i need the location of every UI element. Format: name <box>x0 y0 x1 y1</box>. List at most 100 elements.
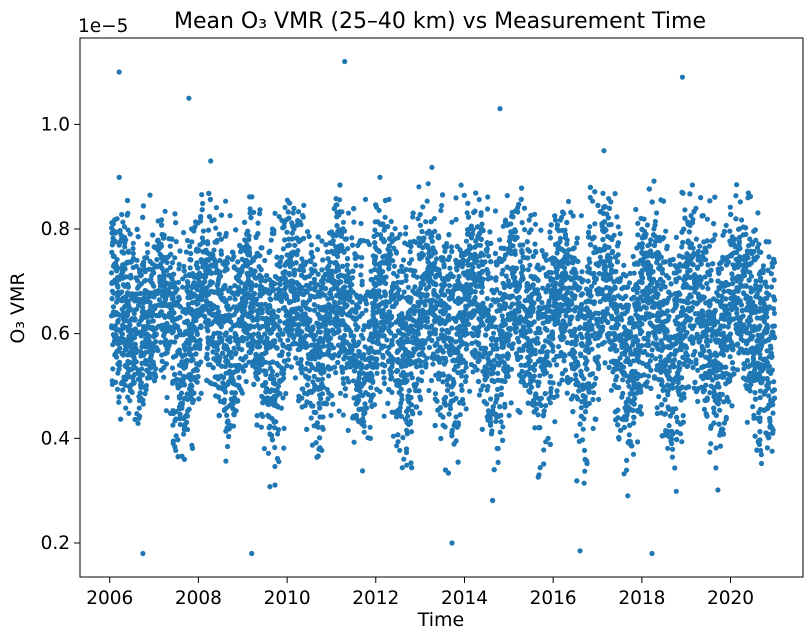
scatter-point <box>645 338 651 344</box>
scatter-point <box>654 210 660 216</box>
scatter-point <box>762 279 769 285</box>
scatter-point <box>319 391 325 397</box>
scatter-point <box>561 265 568 271</box>
scatter-point <box>537 373 543 379</box>
scatter-point <box>147 192 153 198</box>
scatter-point <box>715 487 721 493</box>
scatter-point <box>548 385 554 391</box>
scatter-point <box>358 220 364 227</box>
scatter-point <box>130 246 136 252</box>
scatter-point <box>539 300 545 306</box>
scatter-point <box>285 357 291 363</box>
scatter-point <box>284 229 290 235</box>
scatter-point <box>110 366 116 372</box>
scatter-point <box>403 277 409 284</box>
scatter-point <box>630 253 636 260</box>
scatter-point <box>204 351 210 357</box>
scatter-point <box>764 445 771 451</box>
scatter-point <box>205 362 211 368</box>
scatter-point <box>359 468 366 474</box>
scatter-point <box>228 327 234 333</box>
scatter-point <box>382 214 388 220</box>
scatter-point <box>737 199 743 205</box>
scatter-point <box>281 425 287 431</box>
scatter-point <box>568 209 574 215</box>
scatter-point <box>617 231 623 237</box>
scatter-point <box>541 447 547 453</box>
scatter-point <box>540 285 546 291</box>
scatter-point <box>707 390 713 396</box>
scatter-point <box>393 250 400 256</box>
scatter-point <box>397 231 403 237</box>
scatter-point <box>666 423 672 429</box>
scatter-point <box>388 218 394 225</box>
scatter-point <box>358 263 364 269</box>
scatter-point <box>247 194 253 200</box>
scatter-point <box>548 389 554 395</box>
scatter-point <box>391 263 397 269</box>
scatter-point <box>478 387 484 393</box>
scatter-point <box>665 445 671 451</box>
scatter-point <box>653 356 659 362</box>
scatter-points <box>108 58 778 557</box>
scatter-point <box>504 193 510 199</box>
scatter-point <box>535 412 541 418</box>
scatter-point <box>374 370 380 376</box>
scatter-point <box>561 358 567 364</box>
scatter-point <box>340 219 346 225</box>
scatter-point <box>448 391 454 397</box>
scatter-point <box>312 262 318 268</box>
scatter-point <box>766 254 772 260</box>
scatter-point <box>126 410 132 416</box>
scatter-point <box>223 198 229 204</box>
scatter-point <box>368 385 374 391</box>
scatter-point <box>723 222 729 228</box>
scatter-point <box>730 366 736 372</box>
scatter-point <box>766 393 772 399</box>
scatter-point <box>508 230 515 236</box>
scatter-point <box>702 274 708 280</box>
scatter-point <box>142 277 149 283</box>
scatter-point <box>360 335 366 341</box>
scatter-point <box>475 378 481 384</box>
scatter-point <box>188 250 194 257</box>
scatter-point <box>455 370 461 376</box>
scatter-point <box>209 280 215 286</box>
scatter-point <box>114 386 121 392</box>
scatter-point <box>748 273 755 279</box>
scatter-point <box>345 427 351 433</box>
scatter-point <box>439 202 445 209</box>
scatter-point <box>768 271 775 277</box>
scatter-point <box>257 207 263 213</box>
scatter-point <box>349 235 355 241</box>
scatter-point <box>615 224 621 230</box>
scatter-point <box>453 216 459 223</box>
scatter-point <box>243 378 249 385</box>
scatter-point <box>311 302 317 308</box>
scatter-point <box>221 407 228 413</box>
scatter-point <box>283 390 289 397</box>
scatter-point <box>394 273 400 279</box>
scatter-point <box>707 449 713 455</box>
scatter-point <box>172 255 178 261</box>
scatter-point <box>663 228 669 234</box>
scatter-point <box>187 243 193 249</box>
scatter-point <box>532 241 538 247</box>
scatter-point <box>148 354 154 360</box>
scatter-point <box>527 262 533 268</box>
scatter-point <box>432 391 439 397</box>
scatter-point <box>564 340 570 346</box>
scatter-point <box>498 419 504 425</box>
scatter-point <box>705 262 711 268</box>
scatter-point <box>399 263 405 269</box>
scatter-point <box>705 286 711 292</box>
scatter-point <box>488 396 494 402</box>
scatter-point <box>497 429 503 435</box>
scatter-point <box>380 354 386 360</box>
scatter-point <box>680 413 686 419</box>
scatter-point <box>153 366 159 372</box>
scatter-point <box>693 236 700 242</box>
scatter-point <box>582 468 588 474</box>
scatter-point <box>381 413 387 419</box>
scatter-point <box>704 342 711 349</box>
